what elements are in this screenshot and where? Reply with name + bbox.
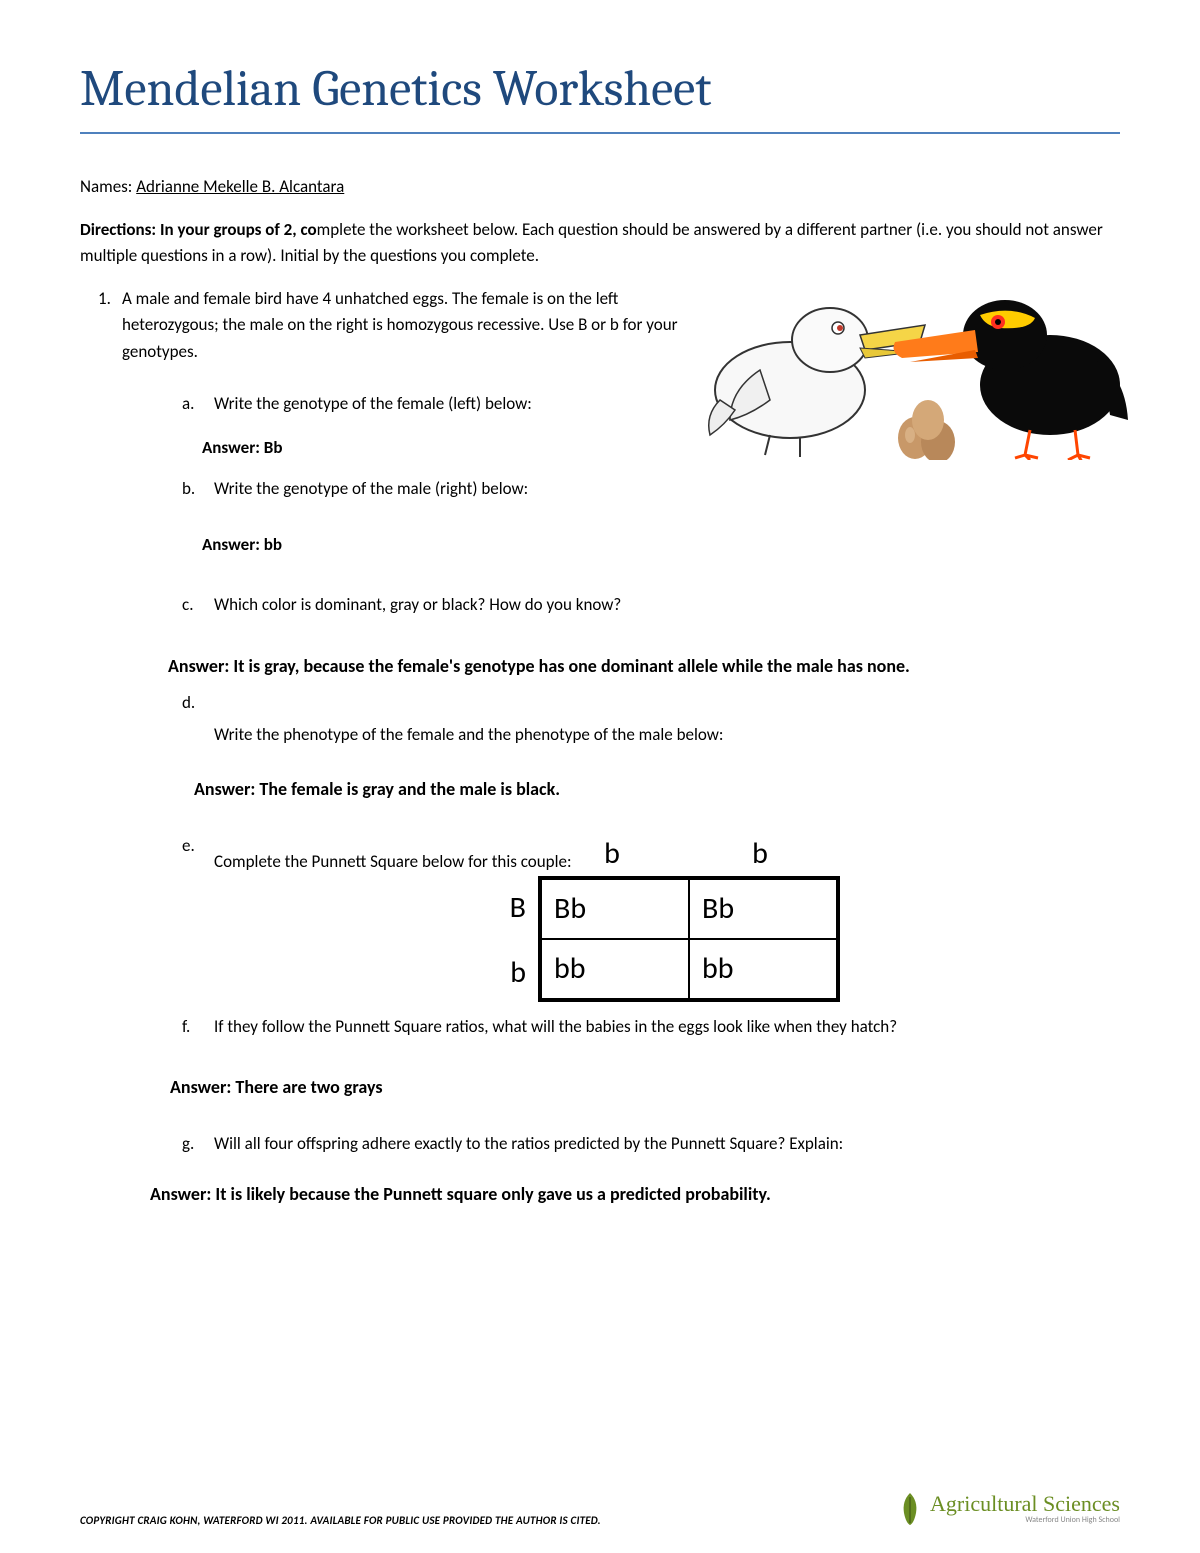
- q1-number: 1.: [80, 286, 122, 1208]
- names-line: Names: Adrianne Mekelle B. Alcantara: [80, 176, 1120, 197]
- punnett-col-label-1: b: [686, 831, 834, 878]
- q1b-answer: Answer: bb: [182, 532, 1120, 558]
- eggs-icon: [898, 400, 955, 460]
- q1g-answer: Answer: It is likely because the Punnett…: [122, 1181, 1120, 1208]
- q1d-letter: d.: [182, 690, 214, 716]
- q1c-letter: c.: [182, 592, 214, 618]
- q1g-letter: g.: [182, 1131, 214, 1157]
- q1f: f. If they follow the Punnett Square rat…: [182, 1014, 1120, 1040]
- q1f-answer: Answer: There are two grays: [122, 1074, 1120, 1101]
- names-label: Names:: [80, 176, 136, 197]
- leaf-icon: [896, 1491, 924, 1527]
- white-bird-icon: [709, 308, 925, 457]
- names-value: Adrianne Mekelle B. Alcantara: [136, 176, 344, 197]
- directions: Directions: In your groups of 2, complet…: [80, 217, 1120, 268]
- punnett-grid: Bb Bb bb bb: [538, 876, 840, 1002]
- q1c-answer: Answer: It is gray, because the female's…: [122, 653, 1120, 680]
- q1b-letter: b.: [182, 476, 214, 502]
- content-area: 1. A male and female bird have 4 unhatch…: [80, 286, 1120, 1208]
- q1-text: A male and female bird have 4 unhatched …: [122, 286, 682, 365]
- q1d-text: Write the phenotype of the female and th…: [182, 722, 1120, 748]
- q1c: c. Which color is dominant, gray or blac…: [182, 592, 1120, 618]
- punnett-col-label-0: b: [538, 831, 686, 878]
- punnett-cell-1-0: bb: [541, 939, 689, 999]
- punnett-cell-0-0: Bb: [541, 879, 689, 939]
- birds-illustration: [680, 280, 1130, 460]
- copyright-text: COPYRIGHT CRAIG KOHN, WATERFORD WI 2011.…: [80, 1514, 601, 1527]
- footer: COPYRIGHT CRAIG KOHN, WATERFORD WI 2011.…: [80, 1491, 1120, 1527]
- title-rule: [80, 132, 1120, 134]
- q1c-text: Which color is dominant, gray or black? …: [214, 592, 1120, 618]
- q1b: b. Write the genotype of the male (right…: [182, 476, 1120, 502]
- q1a-letter: a.: [182, 391, 214, 417]
- logo-text: Agricultural Sciences: [930, 1493, 1120, 1515]
- directions-label: Directions:: [80, 219, 160, 240]
- q1f-text: If they follow the Punnett Square ratios…: [214, 1014, 1120, 1040]
- punnett-cell-1-1: bb: [689, 939, 837, 999]
- q1g: g. Will all four offspring adhere exactl…: [182, 1131, 1120, 1157]
- q1f-letter: f.: [182, 1014, 214, 1040]
- q1d-answer: Answer: The female is gray and the male …: [122, 776, 1120, 803]
- logo-subtext: Waterford Union High School: [930, 1515, 1120, 1525]
- logo: Agricultural Sciences Waterford Union Hi…: [896, 1491, 1120, 1527]
- punnett-col-labels: b b: [538, 832, 840, 876]
- q1d: d.: [182, 690, 1120, 716]
- punnett-row-labels: B b: [502, 876, 538, 1006]
- q1g-text: Will all four offspring adhere exactly t…: [214, 1131, 1120, 1157]
- punnett-row-label-0: B: [502, 885, 526, 932]
- q1e-text: Complete the Punnett Square below for th…: [214, 833, 572, 875]
- page-title: Mendelian Genetics Worksheet: [80, 60, 1120, 118]
- q1e-letter: e.: [182, 833, 214, 859]
- q1b-text: Write the genotype of the male (right) b…: [214, 476, 1120, 502]
- punnett-row-label-1: b: [502, 950, 526, 997]
- punnett-cell-0-1: Bb: [689, 879, 837, 939]
- directions-bold: In your groups of 2, co: [160, 219, 317, 240]
